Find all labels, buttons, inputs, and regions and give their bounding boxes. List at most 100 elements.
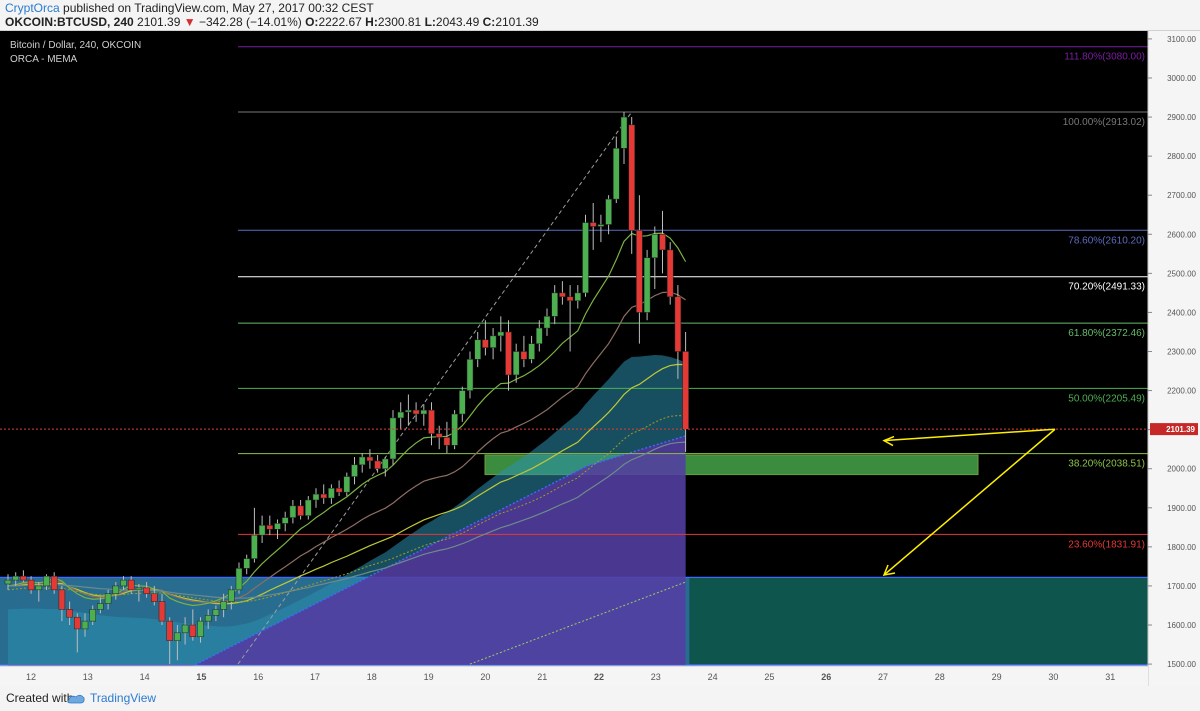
published-text: published on TradingView.com, May 27, 20…	[63, 1, 374, 15]
candle-body	[181, 624, 189, 634]
time-tick-label: 23	[651, 672, 661, 682]
price-tick-label: 1700.00	[1167, 582, 1196, 591]
legend-title: Bitcoin / Dollar, 240, OKCOIN	[10, 40, 141, 51]
candle-body	[589, 222, 597, 227]
fib-level-label: 100.00%(2913.02)	[1063, 117, 1145, 128]
candle-body	[582, 222, 589, 294]
author-link[interactable]: CryptOrca	[5, 1, 60, 15]
candle-body	[158, 601, 166, 622]
candle-body	[228, 589, 235, 602]
candle-body	[451, 413, 458, 446]
time-axis-bg	[0, 666, 1148, 686]
candle-body	[412, 409, 420, 415]
price-chart[interactable]: 111.80%(3080.00) 100.00%(2913.02) 78.60%(2…	[0, 31, 1200, 686]
candle-body	[613, 148, 620, 200]
down-arrow-icon: ▼	[183, 15, 196, 29]
tradingview-logo-icon	[67, 694, 85, 704]
candle-body	[127, 579, 135, 591]
candle-body	[543, 316, 551, 329]
low-label: L:	[424, 15, 436, 29]
candle-body	[251, 534, 258, 559]
candle-body	[166, 620, 173, 641]
candle-body	[297, 505, 304, 516]
candle-body	[528, 343, 535, 360]
candle-body	[174, 632, 181, 641]
candle-body	[120, 579, 127, 587]
candle-body	[320, 493, 327, 499]
time-tick-label: 29	[992, 672, 1002, 682]
candle-body	[428, 409, 435, 434]
lower-zone-projection	[689, 577, 1148, 665]
ema-curve	[7, 232, 687, 607]
candle-body	[420, 409, 428, 415]
candle-body	[35, 585, 43, 591]
ema-curve	[7, 363, 686, 605]
price-tick-label: 2200.00	[1167, 387, 1196, 396]
slow-ma-curve	[469, 581, 686, 665]
fib-level-label: 38.20%(2038.51)	[1068, 459, 1145, 470]
fib-level-label: 50.00%(2205.49)	[1068, 393, 1145, 404]
candle-body	[104, 593, 112, 604]
candle-body	[620, 116, 628, 149]
candle-body	[489, 335, 497, 348]
fib-level-label: 61.80%(2372.46)	[1068, 328, 1145, 339]
price-tick-label: 2500.00	[1167, 269, 1196, 278]
candle-body	[559, 292, 566, 298]
open-label: O:	[305, 15, 319, 29]
chart-footer: Created with TradingView	[0, 686, 1200, 711]
current-price-tag-label: 2101.39	[1166, 425, 1195, 434]
tradingview-brand[interactable]: TradingView	[90, 691, 157, 705]
time-tick-label: 19	[424, 672, 434, 682]
candle-body	[382, 458, 389, 469]
ema-curve	[7, 291, 686, 603]
candle-body	[474, 339, 481, 360]
publish-info: CryptOrca published on TradingView.com, …	[5, 1, 374, 15]
candle-body	[266, 525, 274, 530]
candle-body	[497, 331, 505, 337]
fib-trend-line	[237, 111, 633, 665]
chart-area[interactable]: 111.80%(3080.00) 100.00%(2913.02) 78.60%(2…	[0, 31, 1200, 686]
candle-body	[566, 296, 574, 301]
arrow-up-line	[883, 428, 1056, 442]
price-tick-label: 3000.00	[1167, 74, 1196, 83]
candle-body	[89, 609, 96, 622]
arrow-down-head-icon	[882, 564, 896, 576]
candle-body	[335, 488, 343, 493]
candle-body	[235, 568, 243, 591]
candle-body	[12, 575, 19, 581]
price-tick-label: 2000.00	[1167, 465, 1196, 474]
candle-body	[674, 296, 682, 352]
candle-body	[4, 579, 12, 585]
candle-body	[466, 359, 474, 391]
price-tick-label: 1800.00	[1167, 543, 1196, 552]
candle-body	[312, 493, 320, 501]
candle-body	[358, 456, 366, 466]
candle-body	[43, 575, 50, 587]
candle-body	[50, 575, 58, 591]
dotted-ema-curve	[7, 415, 686, 603]
candle-body	[459, 390, 466, 415]
candle-body	[305, 499, 312, 516]
candle-body	[643, 257, 651, 313]
time-tick-label: 22	[594, 672, 604, 682]
candle-body	[520, 351, 528, 360]
candle-body	[374, 460, 381, 469]
candle-body	[505, 331, 512, 376]
time-tick-label: 24	[708, 672, 718, 682]
time-tick-label: 31	[1105, 672, 1115, 682]
fib-level-label: 23.60%(1831.91)	[1068, 539, 1145, 550]
fib-level-label: 70.20%(2491.33)	[1068, 282, 1145, 293]
time-tick-label: 12	[26, 672, 36, 682]
candle-body	[389, 417, 397, 460]
candle-body	[289, 505, 297, 518]
candle-body	[366, 456, 374, 462]
price-tick-label: 2400.00	[1167, 308, 1196, 317]
candle-body	[204, 615, 212, 622]
price-tick-label: 2800.00	[1167, 152, 1196, 161]
candle-body	[274, 523, 281, 530]
arrow-up-head-icon	[882, 435, 895, 447]
time-tick-label: 21	[537, 672, 547, 682]
candle-body	[628, 124, 635, 231]
candle-body	[81, 620, 89, 630]
time-tick-label: 15	[196, 672, 206, 682]
